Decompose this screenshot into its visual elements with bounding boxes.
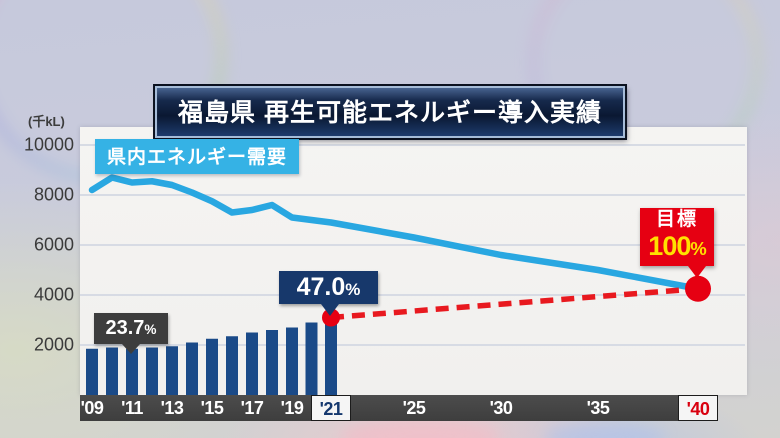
x-tick-2009: '09: [80, 398, 104, 418]
x-tick-2017: '17: [240, 398, 264, 418]
demand-line-legend-label: 県内エネルギー需要: [95, 139, 300, 174]
target-value: 100%: [648, 231, 706, 261]
x-axis-strip: '09 '11 '13 '15 '17 '19 '21 '25 '30 '35 '40: [80, 395, 718, 421]
x-tick-2013: '13: [160, 398, 184, 418]
share-2021-callout: 47.0%: [279, 271, 378, 316]
x-tick-2015: '15: [200, 398, 224, 418]
callout-pointer-down: [122, 344, 140, 354]
x-tick-2011: '11: [121, 398, 143, 418]
share-2011-value: 23.7: [105, 317, 145, 339]
y-tick-6000: 6000: [33, 234, 74, 255]
y-axis-unit-label: (千kL): [28, 114, 65, 129]
target-percent-sign: %: [690, 238, 706, 259]
background-blob-blue: [545, 424, 665, 438]
share-2011-callout: 23.7%: [94, 313, 168, 354]
target-label: 目標: [655, 209, 698, 230]
share-2011-percent-sign: %: [144, 322, 157, 337]
x-tick-2035: '35: [586, 398, 610, 418]
target-2040-callout: 目標 100%: [640, 208, 714, 278]
y-tick-4000: 4000: [33, 284, 74, 305]
callout-pointer-down: [688, 266, 706, 278]
x-tick-2030: '30: [489, 398, 513, 418]
x-tick-2021: '21: [311, 395, 351, 421]
y-tick-2000: 2000: [33, 334, 74, 355]
x-tick-2019: '19: [280, 398, 304, 418]
share-2021-value: 47.0: [296, 273, 346, 301]
y-tick-10000: 10000: [23, 134, 74, 155]
callout-pointer-down: [321, 304, 339, 316]
share-2021-percent-sign: %: [345, 280, 361, 299]
x-tick-2040: '40: [678, 395, 718, 421]
y-tick-8000: 8000: [33, 184, 74, 205]
chart-title-banner: 福島県 再生可能エネルギー導入実績: [155, 86, 625, 138]
background-blob-pink: [340, 420, 500, 438]
x-tick-2025: '25: [402, 398, 426, 418]
